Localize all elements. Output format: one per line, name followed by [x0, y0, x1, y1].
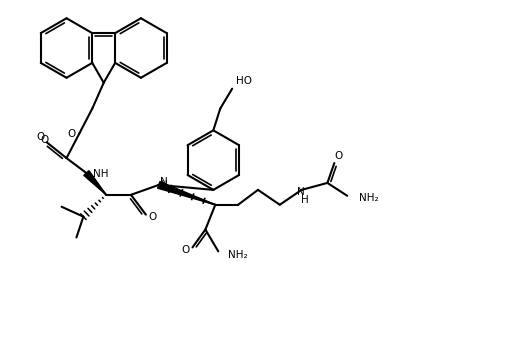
Text: NH₂: NH₂ [359, 193, 379, 203]
Text: HO: HO [236, 76, 252, 86]
Text: O: O [41, 135, 49, 145]
Text: O: O [67, 129, 76, 139]
Text: N: N [160, 177, 168, 187]
Polygon shape [158, 182, 215, 205]
Text: NH₂: NH₂ [228, 251, 248, 260]
Text: O: O [334, 151, 342, 161]
Text: N: N [297, 187, 305, 197]
Polygon shape [84, 171, 106, 195]
Text: H: H [301, 195, 308, 205]
Text: O: O [37, 132, 45, 142]
Text: NH: NH [93, 169, 109, 179]
Text: O: O [182, 245, 190, 255]
Text: O: O [149, 212, 157, 222]
Text: N: N [160, 180, 168, 190]
